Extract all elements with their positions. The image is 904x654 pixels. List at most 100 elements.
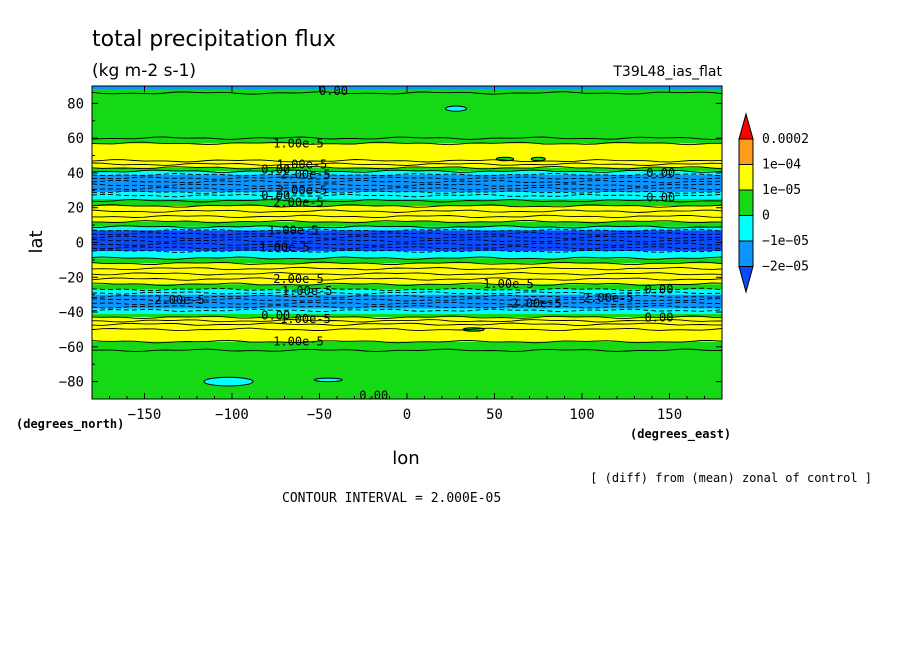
x-tick-label-5: 100 <box>569 407 594 423</box>
dashed-contour-12 <box>92 246 722 250</box>
contour-label-15: 1.00e-5 <box>483 277 534 291</box>
y-tick-label-6: 40 <box>67 166 84 182</box>
filled-contour-bands <box>92 86 722 399</box>
solid-contour-13 <box>92 256 722 260</box>
solid-contour-18 <box>92 282 722 286</box>
dashed-contour-15 <box>92 291 722 295</box>
solid-contour-16 <box>92 272 722 276</box>
dashed-contour-4 <box>92 186 722 191</box>
solid-contour-6 <box>92 169 722 173</box>
contour-label-22: 1.00e-5 <box>273 335 324 349</box>
solid-contour-8 <box>92 204 722 208</box>
color-legend: 0.0002 1e−04 1e−05 0 −1e−05 −2e−05 <box>738 112 809 294</box>
contour-label-18: 0.00 <box>645 282 674 296</box>
dashed-contour-3 <box>92 183 722 187</box>
legend-swatch-1 <box>738 138 754 165</box>
solid-contour-21 <box>92 322 722 326</box>
band-8 <box>92 205 722 222</box>
band-11 <box>92 230 722 252</box>
y-tick-label-5: 20 <box>67 201 84 217</box>
solid-contour-4 <box>92 162 722 166</box>
blob-2 <box>313 377 343 383</box>
dashed-contour-14 <box>92 287 722 292</box>
solid-contour-14 <box>92 261 722 266</box>
contour-label-21: 1.00e-5 <box>280 312 331 326</box>
band-9 <box>92 221 722 227</box>
dashed-contour-13 <box>92 249 722 253</box>
contour-label-13: 1.00e-5 <box>282 284 333 298</box>
contour-label-19: 0.00 <box>645 310 674 324</box>
solid-contour-1 <box>92 136 722 140</box>
contour-label-23: 0.00 <box>359 389 388 403</box>
solid-contour-12 <box>92 225 722 229</box>
band-18 <box>92 308 722 314</box>
y-axis-label: lat <box>26 230 47 253</box>
contour-label-7: 2.00e-5 <box>273 196 324 210</box>
footnote: [ (diff) from (mean) zonal of control ] <box>590 471 872 485</box>
y-axis-ticks: −80 −60 −40 −20 0 20 40 60 80 <box>59 85 722 400</box>
contour-label-11: 1.00e-5 <box>259 241 310 255</box>
y-tick-label-3: −20 <box>59 270 84 286</box>
legend-label-1: 1e−04 <box>762 158 801 173</box>
dashed-contour-1 <box>92 176 722 180</box>
contour-label-17: 2.00e-5 <box>583 291 634 305</box>
legend-label-0: 0.0002 <box>762 132 809 147</box>
contour-label-14: 2.00e-5 <box>154 293 205 307</box>
contour-label-5: 2.00e-5 <box>277 183 328 197</box>
blob-0 <box>445 105 467 112</box>
run-label: T39L48_ias_flat <box>612 64 722 80</box>
dashed-contour-8 <box>92 232 722 236</box>
y-axis-units: (degrees_north) <box>16 417 124 432</box>
solid-contour-23 <box>92 339 722 344</box>
dashed-contour-5 <box>92 190 722 194</box>
dashed-contour-11 <box>92 242 722 246</box>
legend-swatch-4 <box>738 215 754 242</box>
band-10 <box>92 226 722 231</box>
contour-label-3: 0.00 <box>261 162 290 176</box>
solid-contour-3 <box>92 159 722 163</box>
dashed-contour-9 <box>92 235 722 239</box>
band-6 <box>92 192 722 200</box>
x-axis-ticks: −150 −100 −50 0 50 100 150 <box>109 86 705 423</box>
band-17 <box>92 294 722 309</box>
solid-contour-5 <box>92 165 722 170</box>
dashed-contour-20 <box>92 308 722 313</box>
solid-contour-7 <box>92 199 722 203</box>
x-tick-label-6: 150 <box>657 407 682 423</box>
y-tick-label-2: −40 <box>59 305 84 321</box>
solid-contour-0 <box>92 91 722 95</box>
band-13 <box>92 258 722 264</box>
solid-contour-10 <box>92 214 722 219</box>
x-tick-label-2: −50 <box>307 407 332 423</box>
dashed-contour-0 <box>92 172 722 177</box>
band-12 <box>92 251 722 259</box>
contour-lines <box>92 91 722 353</box>
y-tick-label-7: 60 <box>67 131 84 147</box>
dashed-contour-7 <box>92 228 722 233</box>
contour-label-2: 1.00e-5 <box>277 157 328 171</box>
x-tick-label-0: −150 <box>128 407 162 423</box>
blob-1 <box>203 376 254 387</box>
contour-label-20: 0.00 <box>261 309 290 323</box>
contour-label-1: 1.00e-5 <box>273 136 324 150</box>
legend-swatch-3 <box>738 189 754 216</box>
dashed-contour-18 <box>92 301 722 306</box>
legend-label-5: −2e−05 <box>762 260 809 275</box>
chart-title: total precipitation flux <box>92 27 336 52</box>
x-tick-label-4: 50 <box>486 407 503 423</box>
legend-swatch-2 <box>738 164 754 191</box>
dashed-contour-16 <box>92 294 722 299</box>
band-16 <box>92 289 722 295</box>
solid-contour-15 <box>92 266 722 271</box>
solid-contour-17 <box>92 277 722 281</box>
x-axis-label: lon <box>392 448 419 469</box>
x-axis-units: (degrees_east) <box>630 427 731 442</box>
blob-4 <box>530 156 546 162</box>
chart-units: (kg m-2 s-1) <box>92 61 196 81</box>
band-19 <box>92 313 722 318</box>
solid-contour-24 <box>92 348 722 353</box>
contour-label-4: 2.00e-5 <box>280 168 331 182</box>
solid-contour-20 <box>92 319 722 323</box>
solid-contour-22 <box>92 327 722 332</box>
